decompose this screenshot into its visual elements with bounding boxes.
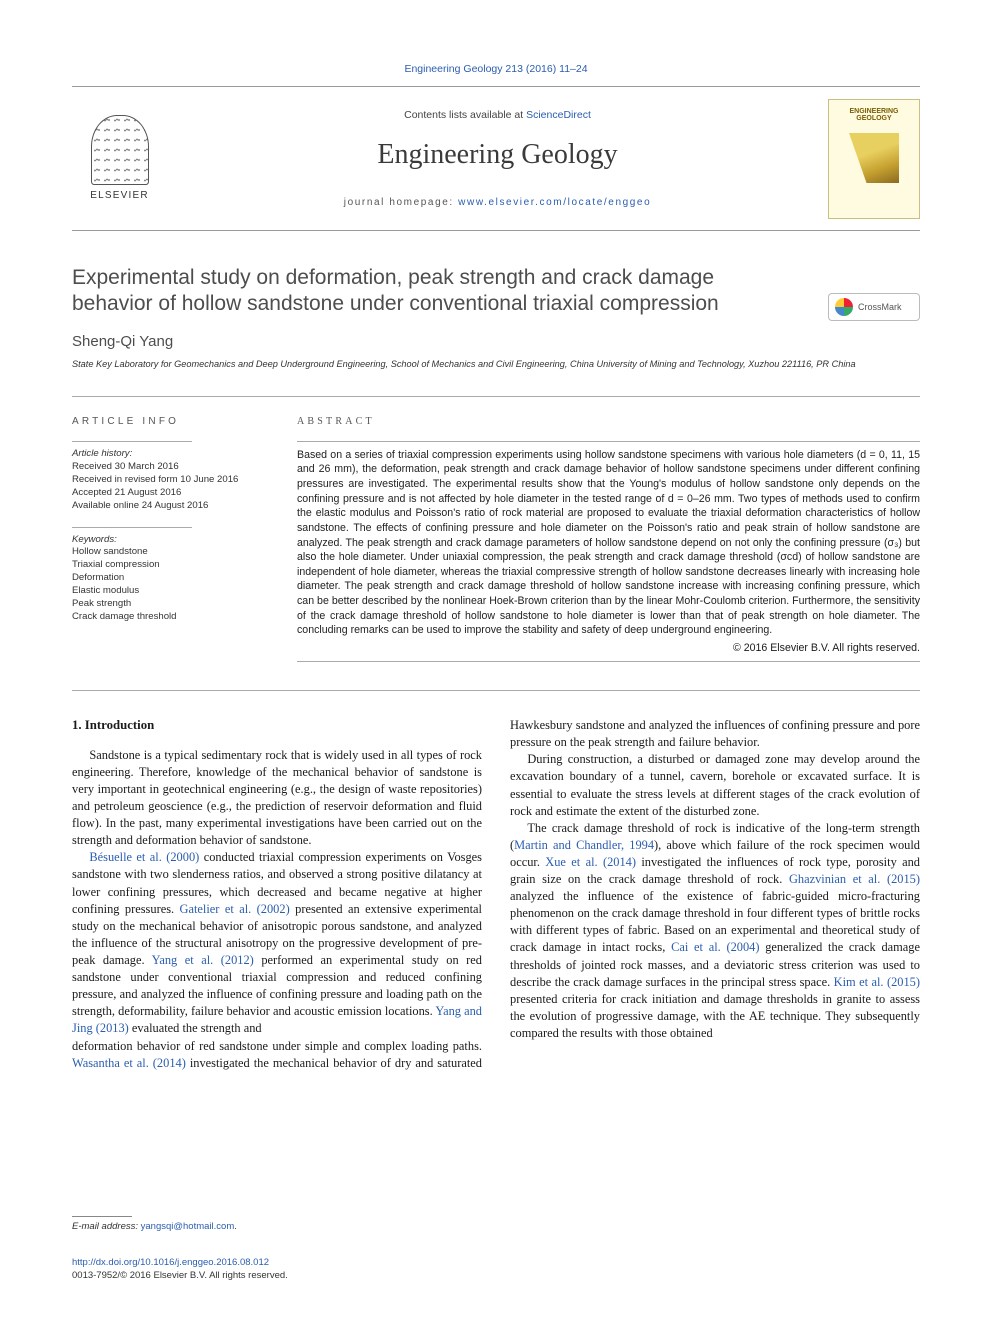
divider <box>297 441 920 442</box>
citation-link[interactable]: Wasantha et al. (2014) <box>72 1056 186 1070</box>
abstract-column: ABSTRACT Based on a series of triaxial c… <box>297 415 920 668</box>
journal-cover-thumbnail: ENGINEERING GEOLOGY <box>828 99 920 219</box>
keyword-item: Triaxial compression <box>72 559 267 572</box>
contents-prefix: Contents lists available at <box>404 109 526 121</box>
elsevier-wordmark: ELSEVIER <box>90 189 149 203</box>
article-info-column: ARTICLE INFO Article history: Received 3… <box>72 415 267 668</box>
article-meta-row: ARTICLE INFO Article history: Received 3… <box>72 396 920 668</box>
issn-copyright: 0013-7952/© 2016 Elsevier B.V. All right… <box>72 1270 472 1283</box>
author-name: Sheng-Qi Yang <box>72 332 920 352</box>
keywords-label: Keywords: <box>72 534 267 547</box>
article-info-heading: ARTICLE INFO <box>72 415 267 429</box>
citation-link[interactable]: Yang et al. (2012) <box>152 953 254 967</box>
body-paragraph: During construction, a disturbed or dama… <box>510 751 920 819</box>
body-text: deformation behavior of red sandstone un… <box>72 1039 482 1053</box>
cover-title: ENGINEERING GEOLOGY <box>849 108 898 123</box>
citation-link[interactable]: Gatelier et al. (2002) <box>180 902 290 916</box>
email-link[interactable]: yangsqi@hotmail.com <box>141 1221 235 1232</box>
history-label: Article history: <box>72 448 267 461</box>
divider <box>72 527 192 528</box>
divider <box>297 661 920 662</box>
keyword-item: Hollow sandstone <box>72 546 267 559</box>
citation-link[interactable]: Xue et al. (2014) <box>545 855 636 869</box>
history-received: Received 30 March 2016 <box>72 461 267 474</box>
doi-block: http://dx.doi.org/10.1016/j.enggeo.2016.… <box>72 1257 472 1283</box>
homepage-link[interactable]: www.elsevier.com/locate/enggeo <box>458 197 651 208</box>
keyword-item: Elastic modulus <box>72 585 267 598</box>
crossmark-label: CrossMark <box>858 301 902 313</box>
abstract-heading: ABSTRACT <box>297 415 920 429</box>
keyword-item: Peak strength <box>72 598 267 611</box>
homepage-line: journal homepage: www.elsevier.com/locat… <box>167 196 828 210</box>
cover-title-line2: GEOLOGY <box>856 115 891 122</box>
elsevier-logo: ELSEVIER <box>72 101 167 216</box>
corresponding-email-line: E-mail address: yangsqi@hotmail.com. <box>72 1221 472 1234</box>
keyword-item: Deformation <box>72 572 267 585</box>
page-footer: E-mail address: yangsqi@hotmail.com. htt… <box>72 1216 472 1283</box>
author-affiliation: State Key Laboratory for Geomechanics an… <box>72 358 920 370</box>
journal-title: Engineering Geology <box>167 136 828 174</box>
doi-link[interactable]: http://dx.doi.org/10.1016/j.enggeo.2016.… <box>72 1257 269 1268</box>
section-heading: 1. Introduction <box>72 717 482 735</box>
header-center: Contents lists available at ScienceDirec… <box>167 108 828 209</box>
keyword-item: Crack damage threshold <box>72 611 267 624</box>
body-columns: 1. Introduction Sandstone is a typical s… <box>72 717 920 1072</box>
email-period: . <box>234 1221 237 1232</box>
citation-link[interactable]: Cai et al. (2004) <box>671 940 759 954</box>
body-paragraph: Bésuelle et al. (2000) conducted triaxia… <box>72 849 482 1037</box>
citation-link[interactable]: Ghazvinian et al. (2015) <box>789 872 920 886</box>
cover-art-icon <box>849 133 899 183</box>
article-history-block: Article history: Received 30 March 2016 … <box>72 448 267 513</box>
history-revised: Received in revised form 10 June 2016 <box>72 474 267 487</box>
elsevier-tree-icon <box>91 115 149 185</box>
journal-header: ELSEVIER Contents lists available at Sci… <box>72 86 920 231</box>
body-paragraph: Sandstone is a typical sedimentary rock … <box>72 747 482 850</box>
abstract-text: Based on a series of triaxial compressio… <box>297 448 920 638</box>
abstract-copyright: © 2016 Elsevier B.V. All rights reserved… <box>297 641 920 655</box>
keywords-block: Keywords: Hollow sandstone Triaxial comp… <box>72 534 267 625</box>
email-label: E-mail address: <box>72 1221 138 1232</box>
article-title: Experimental study on deformation, peak … <box>72 265 920 318</box>
citation-link[interactable]: Kim et al. (2015) <box>834 975 920 989</box>
divider <box>72 441 192 442</box>
body-text: presented criteria for crack initiation … <box>510 992 920 1040</box>
body-text: evaluated the strength and <box>129 1021 262 1035</box>
citation-link[interactable]: Bésuelle et al. (2000) <box>89 850 199 864</box>
history-accepted: Accepted 21 August 2016 <box>72 487 267 500</box>
homepage-prefix: journal homepage: <box>344 197 458 208</box>
sciencedirect-link[interactable]: ScienceDirect <box>526 109 591 121</box>
cover-title-line1: ENGINEERING <box>849 108 898 115</box>
contents-line: Contents lists available at ScienceDirec… <box>167 108 828 122</box>
history-online: Available online 24 August 2016 <box>72 500 267 513</box>
citation-link[interactable]: Martin and Chandler, 1994 <box>514 838 654 852</box>
footnote-rule <box>72 1216 132 1217</box>
journal-citation: Engineering Geology 213 (2016) 11–24 <box>72 62 920 76</box>
body-paragraph: The crack damage threshold of rock is in… <box>510 820 920 1042</box>
crossmark-icon <box>835 298 853 316</box>
section-divider <box>72 690 920 691</box>
crossmark-badge[interactable]: CrossMark <box>828 293 920 321</box>
